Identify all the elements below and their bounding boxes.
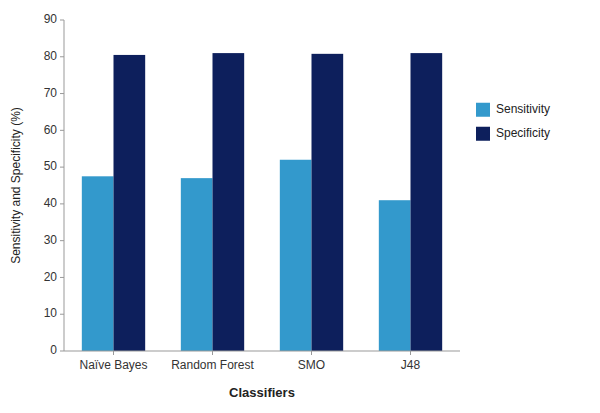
- bar: [312, 54, 344, 351]
- legend-swatch: [476, 103, 490, 117]
- bar: [379, 200, 411, 351]
- y-tick-label: 40: [44, 196, 58, 210]
- legend-swatch: [476, 127, 490, 141]
- bar: [411, 53, 443, 351]
- x-tick: [212, 351, 213, 355]
- y-tick: [60, 203, 64, 204]
- legend-label: Specificity: [496, 126, 550, 140]
- x-tick-label: SMO: [298, 358, 325, 372]
- y-tick-label: 90: [44, 12, 58, 26]
- y-tick-label: 60: [44, 123, 58, 137]
- y-tick-label: 80: [44, 49, 58, 63]
- bar: [82, 176, 114, 351]
- y-tick: [60, 314, 64, 315]
- y-tick: [60, 20, 64, 21]
- page: {"chart_data": {"type": "bar", "categori…: [0, 0, 600, 413]
- bar: [181, 178, 213, 351]
- y-tick: [60, 351, 64, 352]
- bar: [213, 53, 245, 351]
- y-tick: [60, 93, 64, 94]
- x-tick: [113, 351, 114, 355]
- legend: Sensitivity Specificity: [476, 102, 550, 141]
- x-tick-label: Random Forest: [171, 358, 254, 372]
- y-tick: [60, 130, 64, 131]
- y-axis-line: [64, 20, 65, 351]
- y-tick-label: 20: [44, 270, 58, 284]
- x-tick: [311, 351, 312, 355]
- y-tick-label: 0: [50, 343, 57, 357]
- legend-label: Sensitivity: [496, 102, 550, 116]
- axes: 0 10 20 30 40 50 60 70 80 90 Naïve Bayes Random For…: [44, 12, 460, 372]
- bar: [280, 160, 312, 351]
- y-tick: [60, 56, 64, 57]
- y-tick-label: 30: [44, 233, 58, 247]
- x-tick-label: Naïve Bayes: [79, 358, 147, 372]
- y-tick-label: 50: [44, 159, 58, 173]
- chart-container: 0 10 20 30 40 50 60 70 80 90 Naïve Bayes Random For…: [0, 0, 600, 413]
- y-tick-label: 70: [44, 86, 58, 100]
- x-axis-label: Classifiers: [229, 385, 295, 400]
- bars: [82, 53, 442, 351]
- bar: [114, 55, 146, 351]
- x-axis-line: [64, 351, 460, 352]
- y-tick: [60, 240, 64, 241]
- y-tick-label: 10: [44, 306, 58, 320]
- x-tick: [410, 351, 411, 355]
- y-axis-label: Sensitivity and Specificity (%): [9, 107, 23, 264]
- x-tick-label: J48: [401, 358, 421, 372]
- chart-svg: 0 10 20 30 40 50 60 70 80 90 Naïve Bayes Random For…: [0, 0, 600, 413]
- y-tick: [60, 277, 64, 278]
- y-tick: [60, 167, 64, 168]
